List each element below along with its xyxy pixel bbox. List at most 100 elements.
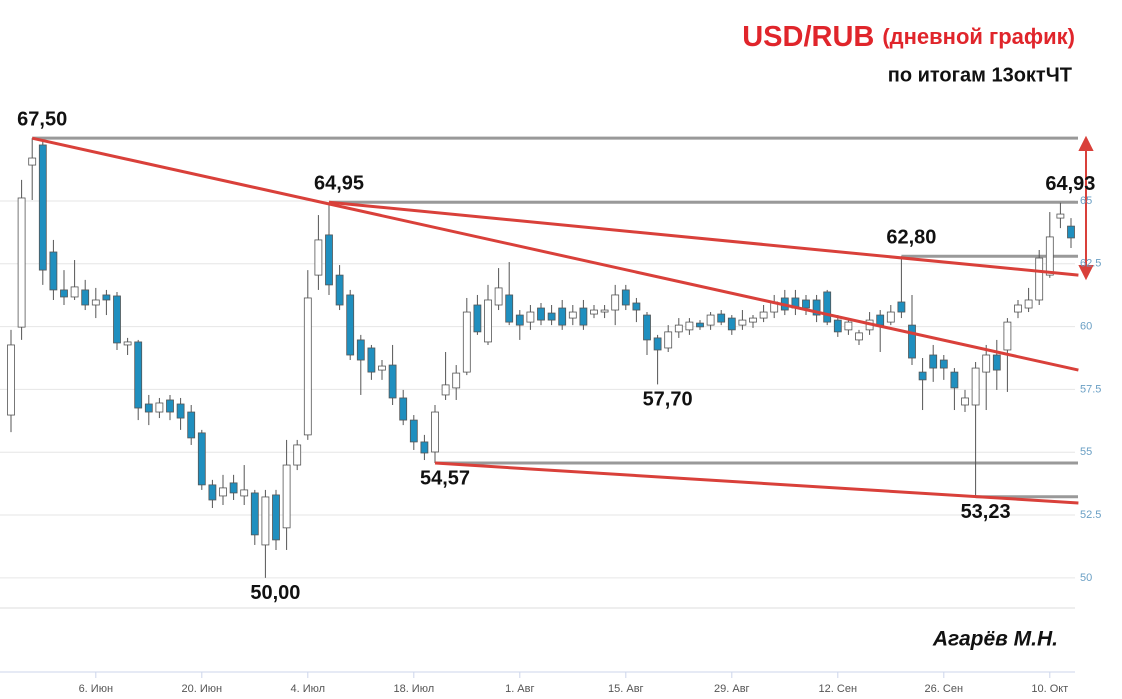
price-annotation: 67,50 (17, 108, 67, 130)
candle-body (621, 289, 630, 306)
candle-body (537, 307, 545, 321)
y-tick-label: 50 (1080, 572, 1092, 584)
price-annotation: 64,93 (1045, 173, 1095, 195)
candle-body (971, 367, 980, 406)
candle-body (674, 324, 683, 333)
candle-body (886, 311, 895, 323)
candle-body (197, 432, 206, 486)
trend-line (31, 136, 1079, 372)
candle-body (70, 286, 79, 298)
candle-body (653, 337, 662, 351)
candle-body (325, 234, 333, 286)
x-tick-label: 15. Авг (608, 683, 644, 695)
candle-body (81, 289, 90, 306)
candle-body (844, 321, 853, 331)
candle-body (282, 464, 291, 529)
candle-body (261, 496, 270, 546)
candle-body (399, 397, 408, 421)
candle-body (91, 299, 100, 306)
title-main: USD/RUB (742, 21, 874, 53)
candle-body (7, 344, 15, 416)
x-tick-label: 29. Авг (714, 683, 750, 695)
price-annotation: 53,23 (961, 501, 1011, 523)
y-tick-label: 60 (1080, 321, 1092, 333)
candle-body (1045, 236, 1054, 276)
candle-body (155, 402, 164, 413)
candle-body (462, 311, 471, 373)
candle-body (611, 294, 620, 311)
candle-body (717, 313, 726, 323)
chart-subtitle: по итогам 13октЧТ (888, 64, 1072, 86)
candle-body (823, 291, 832, 323)
candle-body (494, 287, 503, 306)
candle-body (431, 411, 439, 453)
candle-body (187, 411, 196, 439)
candle-body (515, 314, 524, 326)
x-tick-label: 1. Авг (505, 683, 534, 695)
candle-body (918, 371, 927, 381)
candle-body (749, 317, 757, 323)
candle-body (526, 311, 535, 323)
candle-body (452, 372, 461, 389)
candle-body (568, 311, 577, 319)
candle-body (60, 289, 68, 298)
candle-body (982, 354, 991, 373)
author: Агарёв М.Н. (932, 628, 1058, 651)
candle-body (356, 339, 365, 361)
candle-body (102, 294, 111, 301)
candle-body (314, 239, 323, 276)
candle-body (632, 302, 641, 311)
candle-body (409, 419, 418, 443)
candle-body (272, 494, 280, 541)
candle-body (229, 482, 238, 494)
candle-body (208, 484, 217, 501)
candle-body (897, 301, 906, 313)
candle-body (1035, 257, 1044, 301)
candle-body (303, 297, 312, 436)
candle-body (600, 309, 609, 313)
candle-body (388, 364, 397, 399)
x-tick-label: 10. Окт (1031, 683, 1068, 695)
candle-body (134, 341, 143, 409)
candle-body (950, 371, 959, 389)
candle-body (908, 324, 916, 359)
x-tick-label: 18. Июл (393, 683, 434, 695)
x-tick-label: 4. Июл (291, 683, 326, 695)
candle-body (176, 403, 185, 419)
candle-body (378, 365, 386, 371)
x-tick-label: 26. Сен (925, 683, 963, 695)
candle-body (250, 492, 259, 536)
candle-body (123, 341, 132, 346)
candle-body (1024, 299, 1033, 309)
candle-body (929, 354, 938, 369)
candle-body (367, 347, 376, 373)
candle-body (558, 307, 567, 326)
candle-body (876, 314, 885, 326)
candle-body (1067, 225, 1075, 239)
candle-body (420, 441, 429, 454)
chart-title: USD/RUB (дневной график) (742, 21, 1075, 53)
candle-body (335, 274, 344, 306)
candle-body (547, 312, 556, 321)
candle-body (346, 294, 355, 356)
trend-line (434, 461, 1079, 505)
y-tick-label: 62.5 (1080, 258, 1101, 270)
y-tick-label: 65 (1080, 195, 1092, 207)
candle-body (759, 311, 768, 319)
y-tick-label: 57.5 (1080, 383, 1101, 395)
x-tick-label: 6. Июн (79, 683, 113, 695)
candle-body (992, 354, 1001, 371)
candle-body (727, 317, 736, 331)
candle-body (738, 319, 747, 326)
y-tick-label: 52.5 (1080, 509, 1101, 521)
price-annotation: 54,57 (420, 467, 470, 489)
candle-body (441, 384, 450, 396)
price-annotation: 62,80 (886, 227, 936, 249)
title-note: (дневной график) (882, 24, 1075, 49)
candle-body (696, 322, 704, 328)
candle-body (685, 321, 694, 331)
candle-body (802, 299, 810, 309)
candle-body (812, 299, 821, 316)
candle-body (144, 403, 153, 413)
